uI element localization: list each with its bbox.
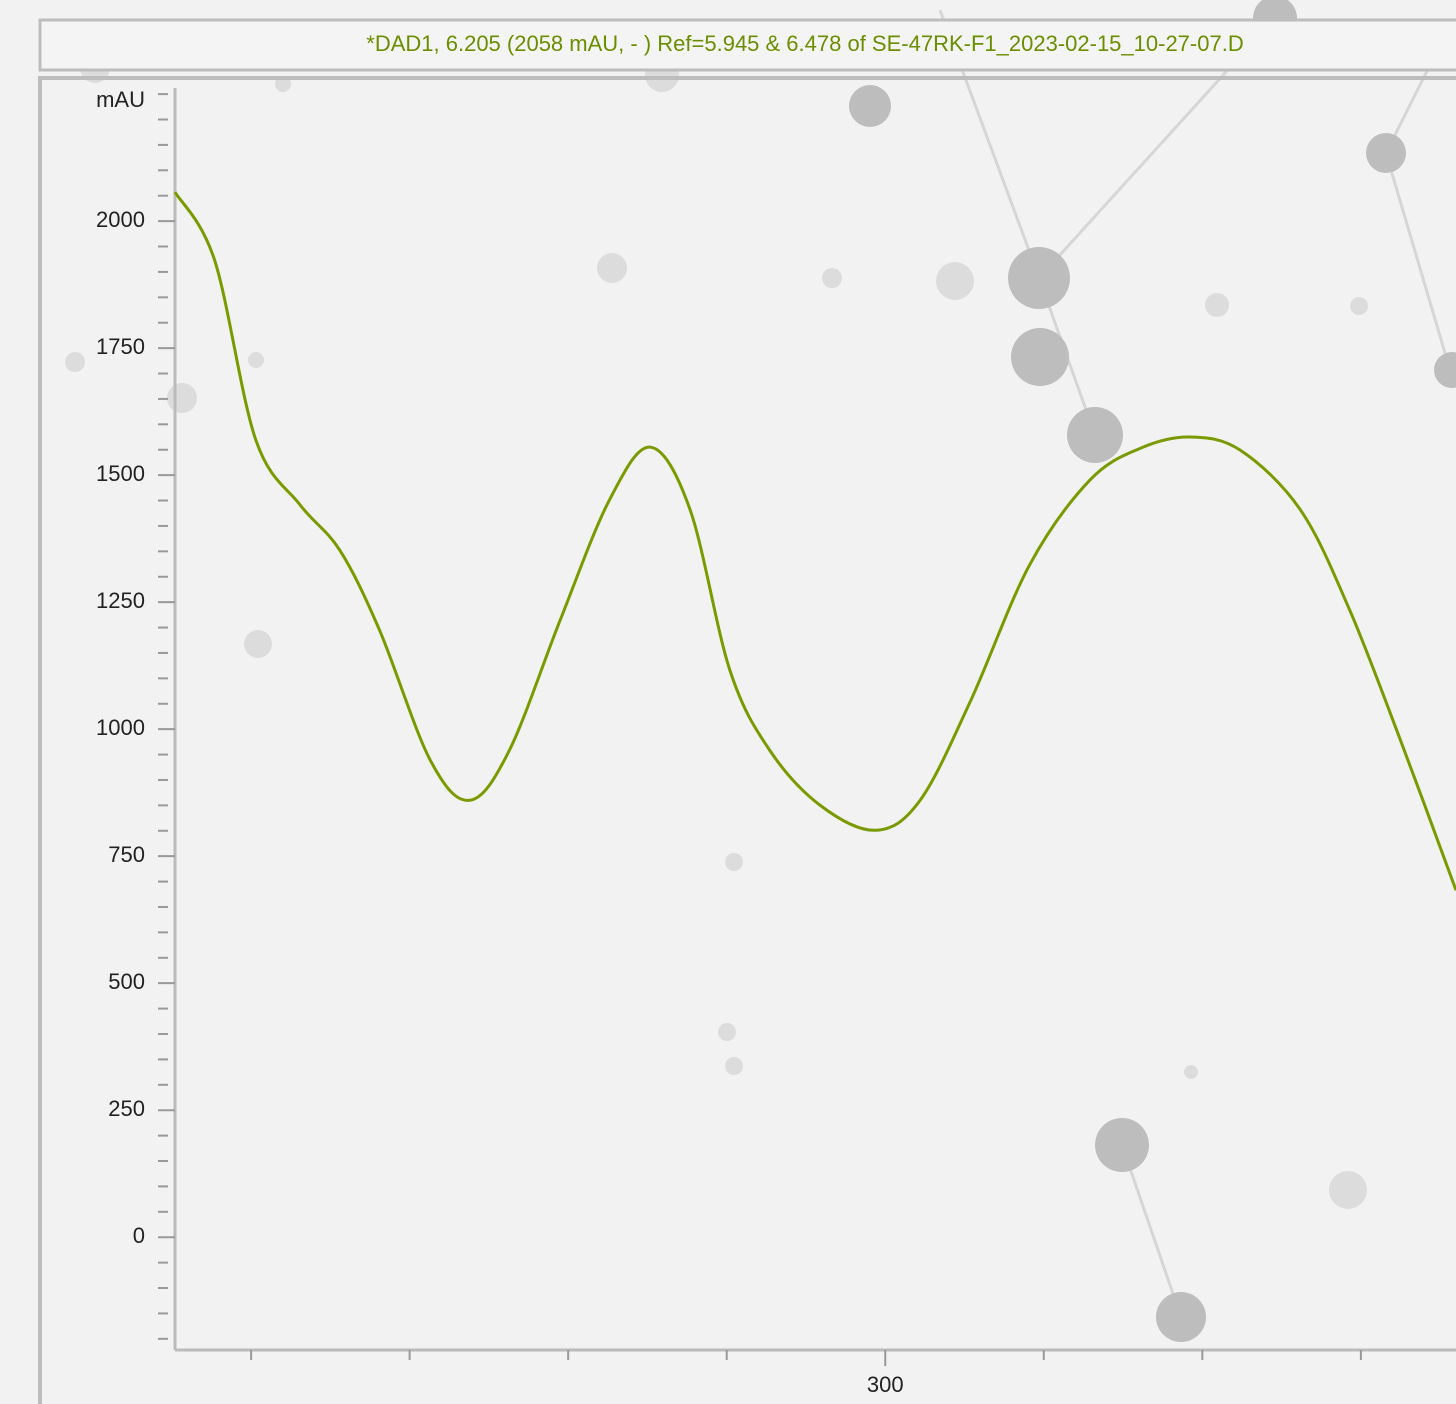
- y-tick-label: 1250: [96, 588, 145, 613]
- y-tick-label: 1500: [96, 461, 145, 486]
- title-bar: [38, 18, 1456, 72]
- chart-title: *DAD1, 6.205 (2058 mAU, - ) Ref=5.945 & …: [366, 31, 1243, 56]
- plot-frame: [38, 76, 1456, 1404]
- y-tick-label: 1750: [96, 334, 145, 359]
- y-tick-label: 750: [108, 842, 145, 867]
- y-tick-label: 500: [108, 969, 145, 994]
- x-tick-label: 300: [867, 1372, 904, 1397]
- background-network: [65, 0, 1456, 1342]
- y-tick-label: 250: [108, 1096, 145, 1121]
- y-tick-label: 0: [133, 1223, 145, 1248]
- y-axis-label: mAU: [96, 87, 145, 112]
- y-tick-label: 1000: [96, 715, 145, 740]
- y-tick-label: 2000: [96, 207, 145, 232]
- spectrum-line: [173, 191, 1456, 891]
